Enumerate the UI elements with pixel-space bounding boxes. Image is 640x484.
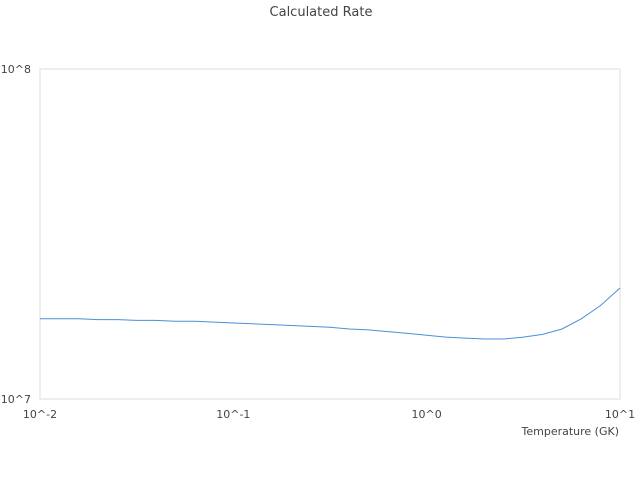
data-point <box>368 329 369 330</box>
data-point <box>155 320 156 321</box>
chart-title: Calculated Rate <box>270 5 373 20</box>
data-point <box>213 322 214 323</box>
data-point <box>252 323 253 324</box>
y-axis-ticks: 10^7 10^8 <box>1 63 31 406</box>
data-point <box>581 318 582 319</box>
data-point <box>407 333 408 334</box>
data-point <box>310 326 311 327</box>
data-point <box>561 328 562 329</box>
data-point <box>619 287 620 288</box>
x-axis-label: Temperature (GK) <box>521 425 620 438</box>
plot-area <box>39 68 621 400</box>
series-layer <box>39 287 621 340</box>
data-point <box>484 338 485 339</box>
data-point <box>175 321 176 322</box>
data-point <box>98 319 99 320</box>
data-point <box>59 318 60 319</box>
data-point <box>349 328 350 329</box>
data-point <box>117 319 118 320</box>
data-point <box>426 335 427 336</box>
data-point <box>523 337 524 338</box>
x-tick-label: 10^-1 <box>216 408 250 421</box>
data-point <box>329 327 330 328</box>
data-point <box>136 320 137 321</box>
data-point <box>503 338 504 339</box>
data-point <box>194 321 195 322</box>
data-point <box>387 331 388 332</box>
y-tick-label: 10^7 <box>1 393 31 406</box>
data-point <box>465 338 466 339</box>
x-tick-label: 10^0 <box>412 408 442 421</box>
data-point <box>271 324 272 325</box>
x-tick-label: 10^1 <box>605 408 635 421</box>
x-tick-label: 10^-2 <box>23 408 57 421</box>
series-line <box>40 287 621 340</box>
data-point <box>542 334 543 335</box>
data-point <box>600 305 601 306</box>
data-point <box>446 337 447 338</box>
y-tick-label: 10^8 <box>1 63 31 76</box>
data-point <box>78 318 79 319</box>
data-point <box>233 322 234 323</box>
x-axis-ticks: 10^-2 10^-1 10^0 10^1 <box>23 408 635 421</box>
data-point <box>291 325 292 326</box>
data-point <box>39 318 40 319</box>
